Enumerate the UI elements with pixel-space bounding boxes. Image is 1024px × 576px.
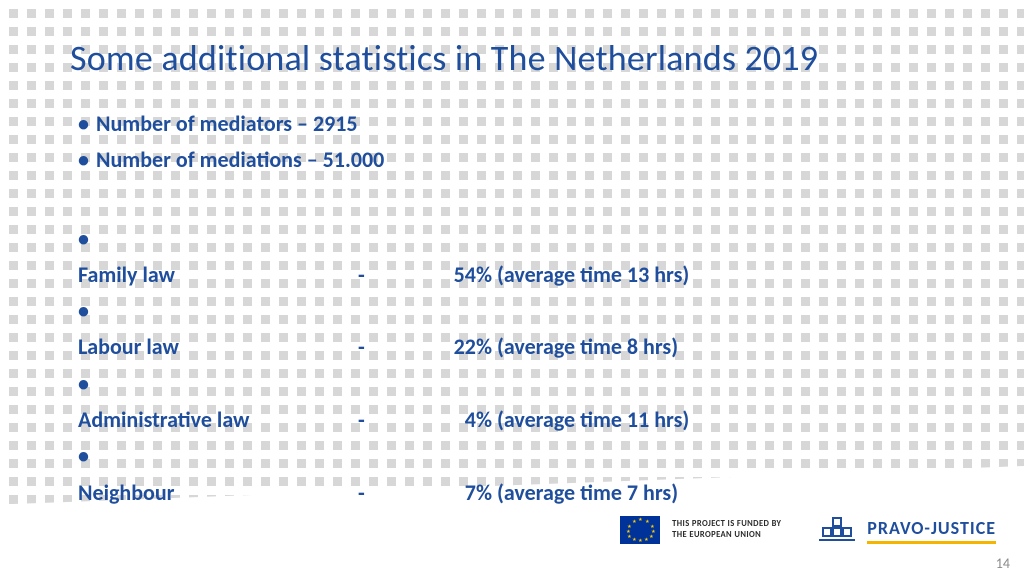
dash: - — [358, 257, 438, 293]
dash: - — [358, 402, 438, 438]
spacer — [70, 179, 954, 221]
page-number: 14 — [996, 555, 1010, 572]
category-name: Family law — [78, 257, 358, 293]
category-value: 4% (average time 11 hrs) — [438, 402, 689, 438]
content-area: Some additional statistics in The Nether… — [0, 0, 1024, 511]
eu-funding-block: ★ ★ ★ ★ ★ ★ ★ ★ ★ ★ ★ ★ THIS PROJECT IS … — [620, 516, 781, 544]
pct: 4% — [438, 402, 492, 438]
list-item: Administrative law - 4% (average time 11… — [78, 366, 954, 439]
page-title: Some additional statistics in The Nether… — [70, 36, 954, 80]
pravo-justice-logo: PRAVO-JUSTICE — [819, 516, 996, 544]
list-item: Number of mediators – 2915 — [78, 106, 954, 142]
note: (average time 11 hrs) — [497, 406, 689, 433]
list-item: Number of mediations – 51.000 — [78, 142, 954, 178]
category-list: Family law - 54% (average time 13 hrs) L… — [70, 221, 954, 511]
footer: ★ ★ ★ ★ ★ ★ ★ ★ ★ ★ ★ ★ THIS PROJECT IS … — [0, 490, 996, 570]
category-name: Administrative law — [78, 402, 358, 438]
note: (average time 8 hrs) — [497, 333, 678, 360]
note: (average time 13 hrs) — [497, 261, 689, 288]
category-value: 22% (average time 8 hrs) — [438, 329, 678, 365]
eu-line2: THE EUROPEAN UNION — [672, 530, 781, 541]
pravo-justice-label: PRAVO-JUSTICE — [867, 517, 996, 544]
eu-flag-icon: ★ ★ ★ ★ ★ ★ ★ ★ ★ ★ ★ ★ — [620, 516, 660, 544]
list-item: Labour law - 22% (average time 8 hrs) — [78, 293, 954, 366]
pct: 54% — [438, 257, 492, 293]
slide: Some additional statistics in The Nether… — [0, 0, 1024, 576]
pct: 22% — [438, 329, 492, 365]
eu-line1: THIS PROJECT IS FUNDED BY — [672, 519, 781, 530]
dash: - — [358, 329, 438, 365]
list-item: Family law - 54% (average time 13 hrs) — [78, 221, 954, 294]
category-name: Labour law — [78, 329, 358, 365]
category-value: 54% (average time 13 hrs) — [438, 257, 689, 293]
eu-funding-text: THIS PROJECT IS FUNDED BY THE EUROPEAN U… — [672, 519, 781, 540]
top-stats-list: Number of mediators – 2915 Number of med… — [70, 106, 954, 179]
building-icon — [819, 516, 855, 544]
